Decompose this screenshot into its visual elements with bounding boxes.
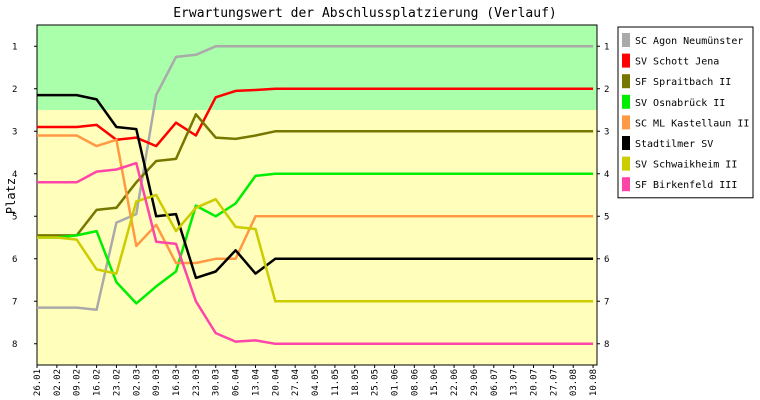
legend-swatch-5 (622, 136, 630, 150)
y-tick-label-right-3: 3 (604, 127, 609, 137)
y-tick-label-left-5: 5 (12, 212, 17, 222)
legend-swatch-6 (622, 156, 630, 171)
x-tick-label-28: 10.08 (589, 369, 599, 396)
legend-label-2: SF Spraitbach II (635, 77, 731, 88)
legend-swatch-4 (622, 115, 630, 130)
x-tick-label-14: 04.05 (311, 369, 321, 396)
y-tick-label-right-2: 2 (604, 85, 609, 95)
x-tick-label-9: 30.03 (212, 369, 222, 396)
x-tick-label-16: 18.05 (351, 369, 361, 396)
x-tick-label-4: 23.02 (112, 369, 122, 396)
series-line-6 (37, 193, 594, 303)
x-tick-label-1: 02.02 (53, 369, 63, 396)
legend-box (617, 26, 754, 199)
legend-swatch-1 (622, 53, 630, 68)
y-tick-label-left-3: 3 (12, 127, 17, 137)
x-tick-label-26: 27.07 (549, 369, 559, 396)
x-tick-label-10: 06.04 (232, 369, 242, 396)
y-tick-label-left-4: 4 (12, 170, 17, 180)
series-line-7 (37, 161, 594, 346)
x-tick-label-23: 06.07 (490, 369, 500, 396)
x-tick-label-25: 20.07 (530, 369, 540, 396)
legend-swatch-3 (622, 94, 630, 109)
x-tick-label-5: 02.03 (132, 369, 142, 396)
y-tick-label-left-1: 1 (12, 42, 17, 52)
y-tick-label-left-7: 7 (12, 297, 17, 307)
chart-title: Erwartungswert der Abschlussplatzierung … (173, 6, 557, 21)
x-tick-label-6: 09.03 (152, 369, 162, 396)
x-tick-label-15: 11.05 (331, 369, 341, 396)
y-tick-label-left-6: 6 (12, 255, 17, 265)
x-tick-label-8: 23.03 (192, 369, 202, 396)
plot-frame (36, 24, 598, 366)
y-tick-label-right-1: 1 (604, 42, 609, 52)
legend-swatch-0 (622, 33, 630, 47)
plot-area: 1 1 2 2 3 3 4 4 5 5 6 6 7 7 8 8 26.01 02.02 09.02 16.02 23.0… (12, 24, 609, 396)
x-tick-label-17: 25.05 (371, 369, 381, 396)
legend-label-5: Stadtilmer SV (635, 139, 713, 150)
y-tick-label-right-7: 7 (604, 297, 609, 307)
series-line-1 (37, 87, 594, 148)
x-tick-label-18: 01.06 (390, 369, 400, 396)
series-line-3 (37, 172, 594, 305)
x-tick-label-27: 03.08 (569, 369, 579, 396)
legend-label-7: SF Birkenfeld III (635, 180, 737, 191)
y-axis-label: Platz (4, 178, 18, 214)
x-tick-label-13: 27.04 (291, 369, 301, 396)
y-tick-label-left-2: 2 (12, 85, 17, 95)
x-tick-label-20: 15.06 (430, 369, 440, 396)
x-tick-label-22: 29.06 (470, 369, 480, 396)
x-tick-label-0: 26.01 (33, 369, 43, 396)
y-tick-label-right-4: 4 (604, 170, 609, 180)
x-tick-label-2: 09.02 (73, 369, 83, 396)
x-tick-label-7: 16.03 (172, 369, 182, 396)
legend-label-1: SV Schott Jena (635, 57, 719, 68)
x-tick-label-19: 08.06 (410, 369, 420, 396)
legend-label-0: SC Agon Neumünster (635, 36, 743, 47)
x-tick-label-24: 13.07 (510, 369, 520, 396)
y-tick-label-left-8: 8 (12, 340, 17, 350)
series-line-2 (37, 113, 594, 237)
legend-swatch-2 (622, 74, 630, 89)
y-tick-label-right-6: 6 (604, 255, 609, 265)
x-tick-label-11: 13.04 (251, 369, 261, 396)
legend: SC Agon Neumünster SV Schott Jena SF Sprai… (617, 26, 754, 199)
legend-label-4: SC ML Kastellaun II (635, 118, 749, 129)
series-line-5 (37, 93, 594, 280)
band-0 (37, 25, 597, 110)
series-line-4 (37, 134, 594, 265)
legend-label-3: SV Osnabrück II (635, 98, 725, 109)
legend-swatch-7 (622, 177, 630, 192)
band-1 (37, 110, 597, 365)
y-tick-label-right-8: 8 (604, 340, 609, 350)
legend-label-6: SV Schwaikheim II (635, 160, 737, 171)
y-tick-label-right-5: 5 (604, 212, 609, 222)
x-tick-label-21: 22.06 (450, 369, 460, 396)
x-tick-label-12: 20.04 (271, 369, 281, 396)
x-tick-label-3: 16.02 (93, 369, 103, 396)
